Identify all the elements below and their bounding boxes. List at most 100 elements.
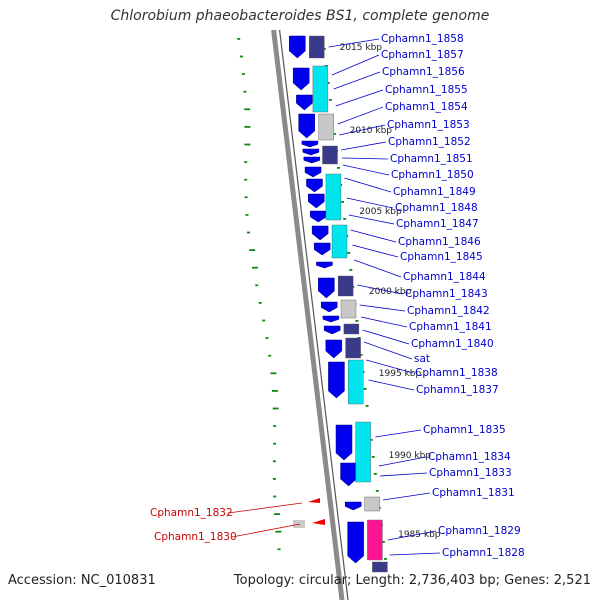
label-leader	[348, 214, 395, 225]
gc-skew-dash	[252, 266, 258, 269]
label-leader	[344, 177, 392, 193]
backbone-edge	[279, 29, 349, 600]
gc-skew-dash	[272, 478, 276, 480]
forward-gene-arrow	[344, 501, 362, 511]
forward-gene-arrow	[316, 261, 333, 269]
gc-skew-dash	[237, 38, 241, 40]
tick-dash	[347, 252, 351, 254]
reverse-gene-arrow	[312, 519, 325, 525]
label-leader	[328, 38, 380, 48]
tick-dash	[363, 388, 367, 390]
kbp-marker: 1990 kbp	[389, 451, 432, 461]
forward-gene-arrow	[347, 521, 364, 564]
forward-gene-arrow	[318, 277, 335, 299]
forward-gene-arrow	[310, 210, 327, 223]
gc-skew-dash	[274, 513, 280, 515]
label-leader	[352, 244, 399, 258]
label-leader	[342, 164, 390, 176]
label-leader	[368, 379, 415, 391]
gene-label: Cphamn1_1838	[415, 367, 498, 379]
label-leader	[380, 472, 428, 477]
reverse-gene-label: Cphamn1_1832	[150, 507, 233, 519]
kbp-marker: 1995 kbp	[379, 369, 422, 379]
forward-gene-arrow	[308, 193, 325, 209]
forward-gene-arrow	[292, 67, 310, 91]
gene-label: Cphamn1_1837	[416, 384, 499, 396]
label-leader	[363, 341, 413, 360]
cds-block	[367, 519, 383, 561]
gc-skew-dash	[275, 530, 282, 533]
topology-text: Topology: circular; Length: 2,736,403 bp…	[233, 573, 591, 588]
label-leader	[357, 284, 404, 295]
label-leader	[378, 456, 427, 467]
gene-label: Cphamn1_1848	[395, 202, 478, 214]
gene-label: Cphamn1_1847	[396, 218, 479, 230]
forward-gene-arrow	[323, 325, 341, 335]
label-leader	[335, 89, 384, 107]
gc-skew-dash	[244, 178, 248, 181]
gene-label: Cphamn1_1851	[390, 153, 473, 165]
reverse-gene-label: Cphamn1_1830	[154, 531, 237, 543]
cds-block	[337, 275, 354, 297]
reverse-gene-arrow	[308, 498, 320, 503]
label-leader	[341, 157, 389, 160]
label-leader	[350, 229, 397, 243]
kbp-marker: 2000 kbp	[369, 287, 412, 297]
forward-gene-arrow	[322, 315, 340, 323]
gene-label: Cphamn1_1834	[428, 451, 511, 463]
accession-text: Accession: NC_010831	[8, 573, 156, 588]
tick-dash	[326, 82, 330, 84]
tick-dash	[337, 167, 340, 169]
gene-label: Cphamn1_1841	[409, 321, 492, 333]
forward-gene-arrow	[296, 94, 313, 111]
label-leader	[366, 359, 414, 374]
cds-block	[322, 145, 338, 165]
gene-features	[289, 35, 388, 573]
reverse-label-leader	[231, 523, 301, 538]
tick-dash	[349, 269, 353, 271]
gene-label: Cphamn1_1856	[382, 66, 465, 78]
tick-dash	[381, 541, 385, 543]
cds-block	[309, 35, 325, 59]
gene-label: sat	[414, 353, 430, 365]
gc-skew-dash	[244, 126, 251, 128]
gc-skew-dash	[262, 319, 266, 322]
kbp-marker: 1985 kbp	[398, 530, 441, 540]
cds-block	[364, 496, 380, 512]
gene-label: Cphamn1_1833	[429, 467, 512, 479]
forward-gene-arrow	[340, 462, 357, 487]
gene-label: Cphamn1_1828	[442, 547, 525, 559]
gene-label: Cphamn1_1840	[411, 338, 494, 350]
cds-block	[348, 359, 364, 405]
label-leader	[354, 259, 402, 278]
gc-skew-dash	[244, 196, 248, 199]
forward-gene-arrow	[298, 113, 315, 139]
gene-label: Cphamn1_1853	[387, 119, 470, 131]
tick-dash	[355, 320, 359, 322]
gc-skew-dash	[243, 90, 247, 93]
forward-gene-arrow	[301, 140, 319, 148]
forward-gene-arrow	[311, 225, 329, 241]
label-leader	[339, 124, 386, 136]
gc-skew-dash	[270, 372, 277, 375]
tick-dash	[365, 405, 369, 407]
gene-label: Cphamn1_1842	[407, 305, 490, 317]
label-leader	[359, 304, 406, 312]
genome-backbone	[271, 29, 349, 600]
forward-gene-arrow	[304, 166, 322, 178]
gene-label: Cphamn1_1845	[400, 251, 483, 263]
gc-skew-dash	[249, 249, 256, 251]
cds-block	[331, 224, 348, 259]
label-leader	[375, 429, 422, 438]
label-leader	[333, 71, 381, 90]
gc-skew-dash	[273, 425, 277, 427]
forward-gene-arrow	[335, 424, 353, 461]
gc-skew-dash	[255, 284, 259, 287]
forward-gene-arrow	[302, 148, 320, 156]
label-leaders	[227, 38, 441, 556]
tick-dash	[373, 473, 377, 475]
forward-gene-arrow	[289, 35, 306, 59]
label-leader	[346, 197, 394, 209]
cds-block	[325, 173, 342, 221]
